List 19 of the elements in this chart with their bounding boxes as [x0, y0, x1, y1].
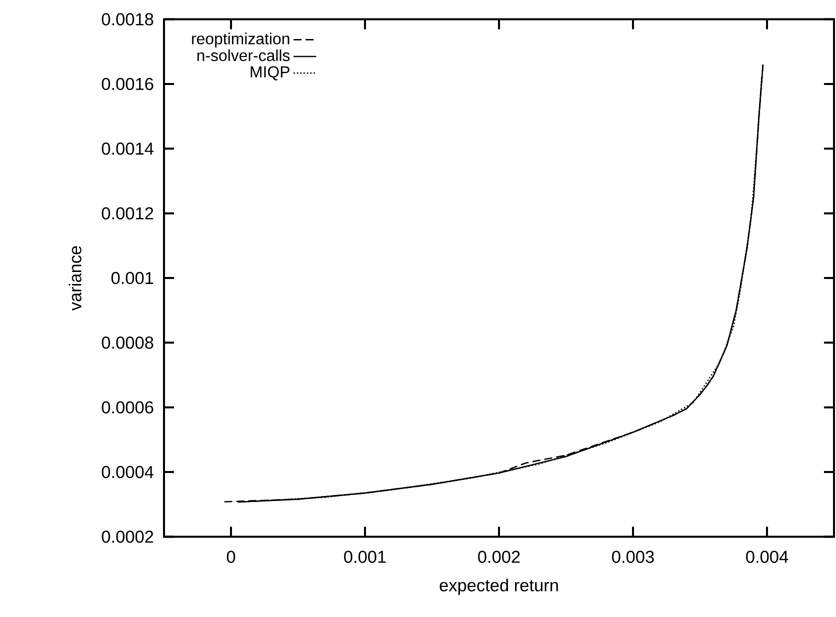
x-tick-label: 0.003 — [612, 550, 654, 563]
x-tick-label: 0.001 — [344, 550, 386, 563]
y-axis-title: variance — [68, 246, 82, 311]
y-tick-label: 0.0012 — [102, 207, 154, 220]
x-axis-title: expected return — [440, 578, 558, 595]
x-tick-label: 0.002 — [478, 550, 520, 563]
x-tick-label: 0.004 — [746, 550, 788, 563]
y-tick-label: 0.0014 — [102, 142, 154, 155]
y-tick-label: 0.0006 — [102, 401, 154, 414]
y-tick-label: 0.0008 — [102, 336, 154, 349]
x-tick-label: 0 — [226, 550, 236, 563]
y-tick-label: 0.0004 — [102, 466, 154, 478]
y-tick-label: 0.001 — [111, 272, 154, 284]
y-tick-label: 0.0002 — [102, 530, 154, 543]
legend-label: MIQP — [250, 66, 290, 80]
legend-label: n-solver-calls — [197, 49, 290, 62]
y-tick-label: 0.0018 — [102, 13, 154, 26]
legend-label: reoptimization — [192, 32, 290, 48]
y-tick-label: 0.0016 — [102, 78, 154, 90]
